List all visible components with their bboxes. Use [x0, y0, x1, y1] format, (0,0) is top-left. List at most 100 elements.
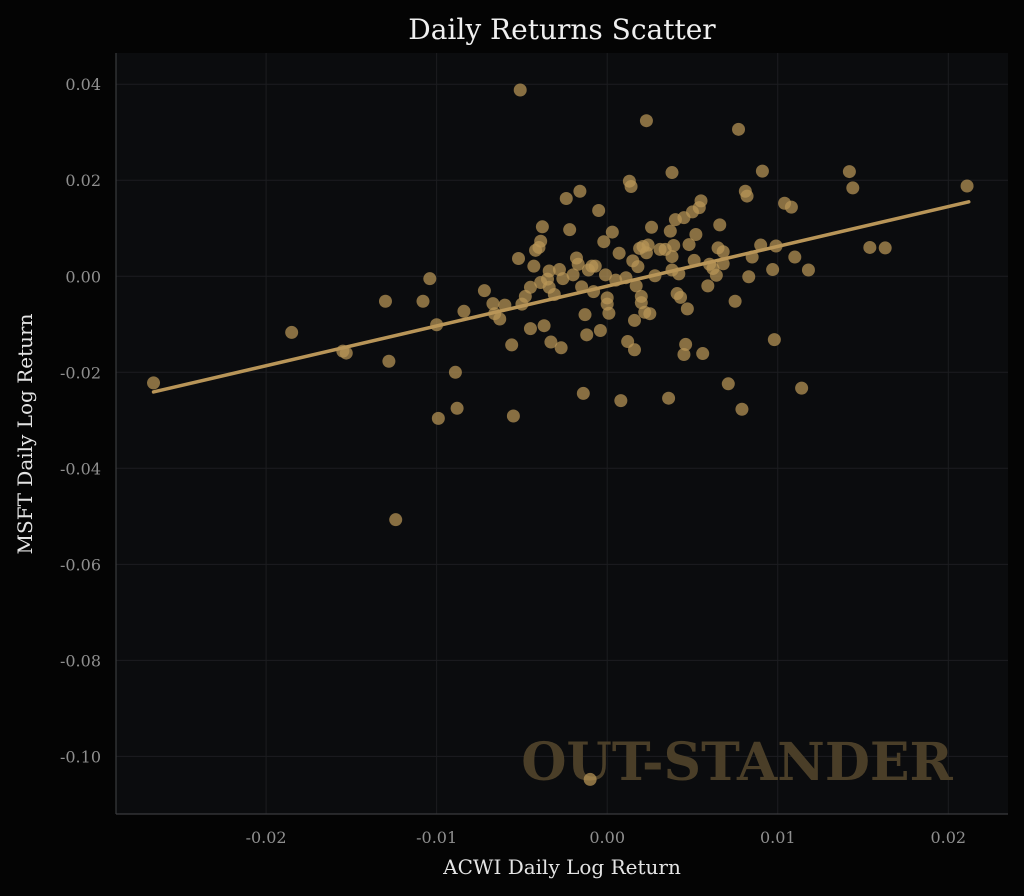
scatter-point: [716, 245, 730, 259]
scatter-point: [742, 270, 756, 284]
scatter-point: [713, 218, 727, 232]
scatter-point: [878, 241, 892, 255]
scatter-point: [523, 280, 537, 294]
scatter-point: [506, 409, 520, 423]
scatter-point: [486, 297, 500, 311]
scatter-point: [493, 312, 507, 326]
scatter-point: [535, 220, 549, 234]
chart-title: Daily Returns Scatter: [408, 13, 716, 46]
scatter-point: [571, 257, 585, 271]
scatter-point: [643, 307, 657, 321]
scatter-point: [537, 319, 551, 333]
scatter-point: [614, 394, 628, 408]
scatter-point: [631, 260, 645, 274]
scatter-point: [554, 341, 568, 355]
scatter-point: [566, 268, 580, 282]
scatter-point: [641, 238, 655, 252]
scatter-point: [755, 164, 769, 178]
scatter-point: [448, 365, 462, 379]
x-tick-label: 0.02: [930, 828, 966, 847]
scatter-point: [512, 251, 526, 265]
scatter-point: [740, 189, 754, 203]
scatter-point: [542, 264, 556, 278]
grid: [116, 53, 1008, 814]
y-tick-label: 0.02: [65, 171, 101, 190]
scatter-point: [627, 313, 641, 327]
x-tick-label: 0.00: [589, 828, 625, 847]
scatter-point: [639, 114, 653, 128]
regression-line-group: [151, 200, 971, 394]
scatter-point: [556, 272, 570, 286]
scatter-point: [677, 348, 691, 362]
scatter-point: [767, 333, 781, 347]
scatter-point: [576, 386, 590, 400]
scatter-point: [523, 322, 537, 336]
scatter-point: [645, 220, 659, 234]
scatter-point: [663, 224, 677, 238]
x-axis-label: ACWI Daily Log Return: [442, 855, 681, 879]
scatter-point: [534, 234, 548, 248]
scatter-point: [612, 246, 626, 260]
y-axis-label: MSFT Daily Log Return: [13, 313, 37, 554]
scatter-point: [505, 338, 519, 352]
scatter-point: [573, 184, 587, 198]
scatter-point: [588, 259, 602, 273]
scatter-point: [665, 166, 679, 180]
scatter-point: [960, 179, 974, 193]
scatter-point: [605, 225, 619, 239]
scatter-point: [801, 263, 815, 277]
scatter-point: [477, 284, 491, 298]
x-tick-label: 0.01: [760, 828, 796, 847]
scatter-point: [431, 411, 445, 425]
scatter-point: [147, 376, 161, 390]
scatter-point: [602, 306, 616, 320]
x-tick-label: -0.02: [246, 828, 287, 847]
scatter-point: [559, 191, 573, 205]
scatter-point: [732, 122, 746, 136]
x-tick-label: -0.01: [416, 828, 457, 847]
scatter-point: [378, 294, 392, 308]
y-tick-label: -0.04: [60, 459, 101, 478]
scatter-point: [665, 250, 679, 264]
y-tick-label: -0.02: [60, 363, 101, 382]
regression-line: [151, 200, 971, 394]
scatter-point: [627, 343, 641, 357]
scatter-point: [863, 240, 877, 254]
scatter-point: [593, 324, 607, 338]
y-tick-label: -0.08: [60, 651, 101, 670]
scatter-point: [416, 294, 430, 308]
scatter-point: [696, 347, 710, 361]
plot-area: [116, 53, 1008, 814]
scatter-point: [701, 279, 715, 293]
scatter-point: [721, 377, 735, 391]
scatter-point: [583, 772, 597, 786]
scatter-point: [694, 194, 708, 208]
scatter-point: [513, 83, 527, 97]
scatter-point: [689, 227, 703, 241]
scatter-point: [784, 200, 798, 214]
scatter-point: [285, 325, 299, 339]
scatter-point: [662, 391, 676, 405]
tick-labels: -0.02 -0.01 0.00 0.01 0.02 0.04 0.02 0.00 -0.02 -…: [60, 75, 966, 847]
scatter-point: [667, 239, 681, 253]
scatter-point: [788, 250, 802, 264]
scatter-point: [680, 302, 694, 316]
scatter-point: [598, 268, 612, 282]
scatter-point: [339, 346, 353, 360]
scatter-point: [382, 354, 396, 368]
axes: [115, 53, 1008, 815]
scatter-point: [544, 335, 558, 349]
scatter-point: [597, 235, 611, 249]
scatter-point: [563, 223, 577, 237]
scatter-point: [527, 259, 541, 273]
scatter-point: [679, 337, 693, 351]
y-tick-label: 0.04: [65, 75, 101, 94]
scatter-point: [842, 165, 856, 179]
scatter-point: [846, 181, 860, 195]
y-tick-label: 0.00: [65, 267, 101, 286]
scatter-point: [389, 513, 403, 527]
scatter-point: [795, 381, 809, 395]
scatter-point: [735, 402, 749, 416]
scatter-point: [674, 290, 688, 304]
